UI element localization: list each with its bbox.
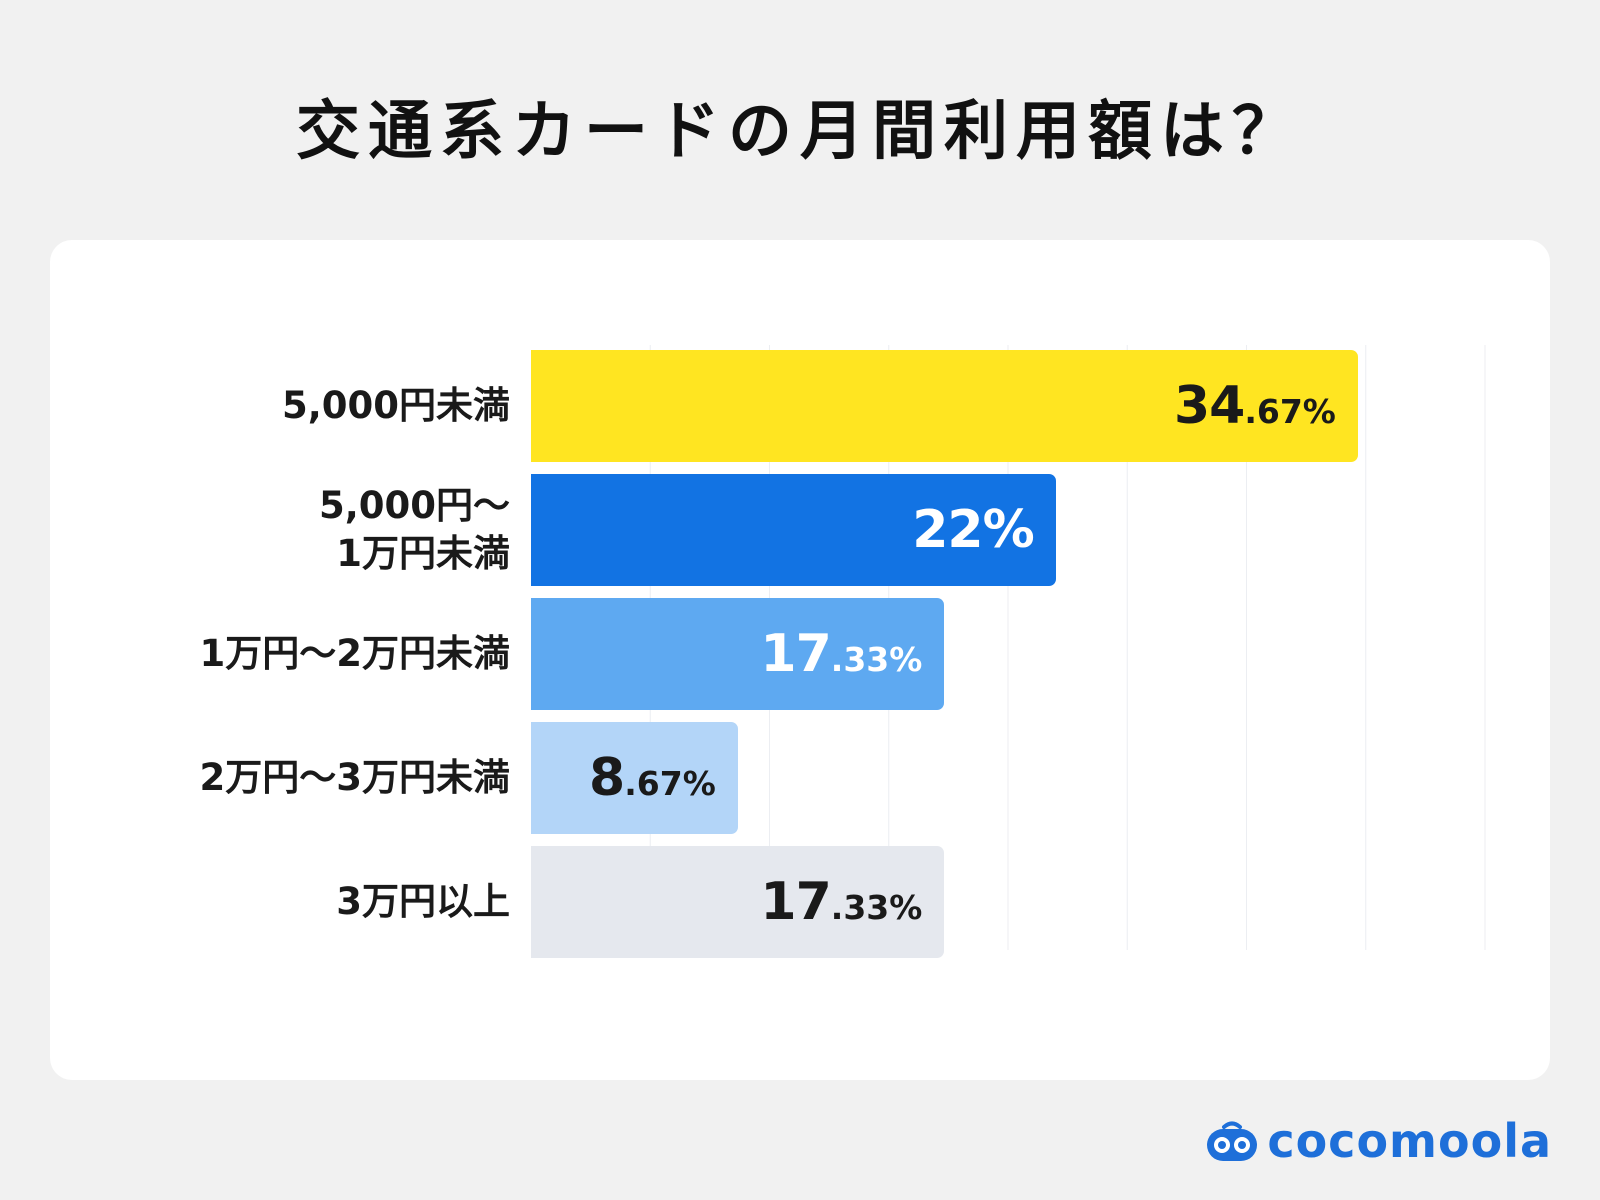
value-decimal: .67% xyxy=(1244,392,1336,431)
brand-logo: cocomoola xyxy=(1205,1116,1552,1166)
value-integer: 34 xyxy=(1173,376,1245,436)
bar: 17.33% xyxy=(531,846,945,958)
brand-name: cocomoola xyxy=(1267,1114,1552,1168)
bar-value-label: 8.67% xyxy=(589,748,716,808)
chart-card: 34.67% 22% 17.33% 8.67% 17.33% 5,000円未満 5,000… xyxy=(50,240,1550,1080)
value-integer: 22% xyxy=(912,500,1034,560)
bar: 22% xyxy=(531,474,1056,586)
category-label: 2万円〜3万円未満 xyxy=(199,756,511,799)
value-decimal: .33% xyxy=(830,888,923,927)
value-integer: 17 xyxy=(760,624,831,684)
category-label: 3万円以上 xyxy=(336,880,510,923)
bar-value-label: 17.33% xyxy=(760,624,922,684)
bar: 34.67% xyxy=(531,350,1358,462)
cocomoola-logo-icon xyxy=(1207,1121,1258,1161)
value-decimal: .33% xyxy=(830,640,923,679)
page-title: 交通系カードの月間利用額は？ xyxy=(296,95,1304,169)
value-integer: 8 xyxy=(589,748,625,808)
value-decimal: .67% xyxy=(624,764,716,803)
bar-value-label: 34.67% xyxy=(1174,376,1336,436)
category-label: 5,000円〜 1万円未満 xyxy=(318,484,510,575)
category-label: 5,000円未満 xyxy=(281,384,510,427)
category-label: 1万円〜2万円未満 xyxy=(199,632,511,675)
value-integer: 17 xyxy=(760,872,831,932)
bar-value-label: 22% xyxy=(912,500,1034,560)
bar: 17.33% xyxy=(531,598,945,710)
bar-value-label: 17.33% xyxy=(760,872,922,932)
bar: 8.67% xyxy=(531,722,738,834)
